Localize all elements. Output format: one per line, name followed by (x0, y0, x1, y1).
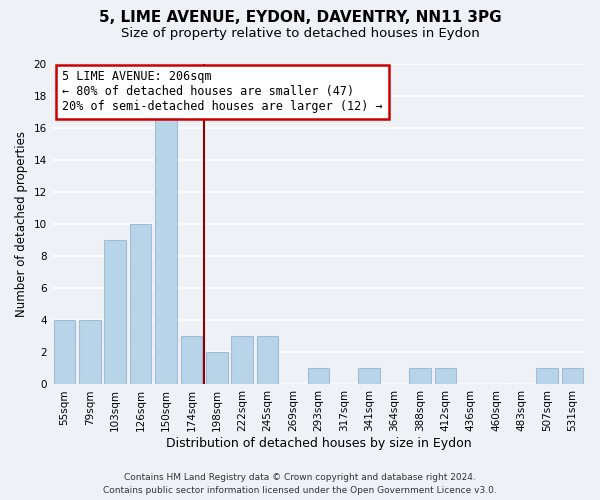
Bar (409, 368, 431, 384)
Bar (308, 368, 329, 384)
Bar (79, 320, 101, 384)
Bar (232, 336, 253, 384)
Bar (155, 112, 177, 384)
X-axis label: Distribution of detached houses by size in Eydon: Distribution of detached houses by size … (166, 437, 471, 450)
Text: 5 LIME AVENUE: 206sqm
← 80% of detached houses are smaller (47)
20% of semi-deta: 5 LIME AVENUE: 206sqm ← 80% of detached … (62, 70, 383, 114)
Bar (257, 336, 278, 384)
Text: Size of property relative to detached houses in Eydon: Size of property relative to detached ho… (121, 28, 479, 40)
Bar (536, 368, 557, 384)
Y-axis label: Number of detached properties: Number of detached properties (15, 131, 28, 317)
Bar (130, 224, 151, 384)
Bar (104, 240, 126, 384)
Bar (434, 368, 456, 384)
Bar (358, 368, 380, 384)
Bar (206, 352, 227, 384)
Bar (562, 368, 583, 384)
Text: Contains HM Land Registry data © Crown copyright and database right 2024.
Contai: Contains HM Land Registry data © Crown c… (103, 473, 497, 495)
Bar (181, 336, 202, 384)
Bar (53, 320, 75, 384)
Text: 5, LIME AVENUE, EYDON, DAVENTRY, NN11 3PG: 5, LIME AVENUE, EYDON, DAVENTRY, NN11 3P… (98, 10, 502, 25)
